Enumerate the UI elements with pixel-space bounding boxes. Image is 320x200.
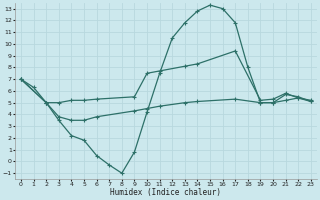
X-axis label: Humidex (Indice chaleur): Humidex (Indice chaleur) xyxy=(110,188,221,197)
